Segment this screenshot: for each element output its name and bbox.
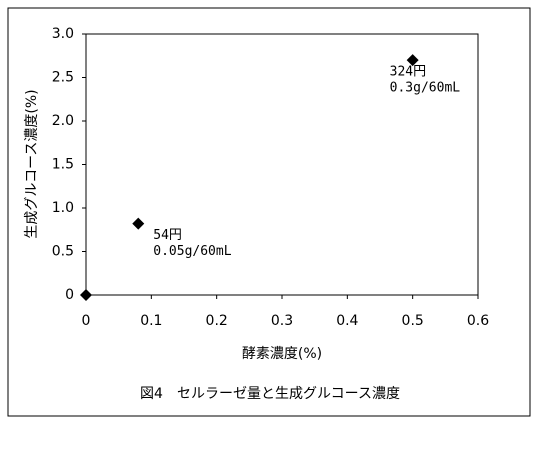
- x-tick-label: 0.3: [271, 313, 293, 329]
- y-tick-label: 0: [65, 287, 74, 303]
- x-tick-label: 0.4: [336, 313, 358, 329]
- x-tick-label: 0: [82, 313, 91, 329]
- caption: 図4 セルラーゼ量と生成グルコース濃度: [140, 386, 400, 402]
- y-tick-label: 1.5: [52, 157, 74, 173]
- point: [406, 54, 419, 67]
- y-tick-label: 1.0: [52, 200, 74, 216]
- x-tick-label: 0.2: [206, 313, 228, 329]
- y-tick-label: 2.0: [52, 113, 74, 129]
- y-tick-label: 0.5: [52, 244, 74, 260]
- x-tick-label: 0.5: [402, 313, 424, 329]
- annotation: 324円: [390, 65, 426, 80]
- point: [132, 217, 145, 230]
- chart-frame: [7, 7, 531, 417]
- x-axis-title: 酵素濃度(%): [242, 346, 322, 362]
- annotation: 54円: [153, 228, 182, 243]
- y-axis-title: 生成グルコース濃度(%): [24, 89, 40, 238]
- y-tick-label: 2.5: [52, 70, 74, 86]
- x-tick-label: 0.6: [467, 313, 489, 329]
- y-tick-label: 3.0: [52, 26, 74, 42]
- x-tick-label: 0.1: [140, 313, 162, 329]
- annotation: 0.05g/60mL: [153, 244, 231, 259]
- annotation: 0.3g/60mL: [390, 81, 461, 96]
- point: [80, 289, 92, 301]
